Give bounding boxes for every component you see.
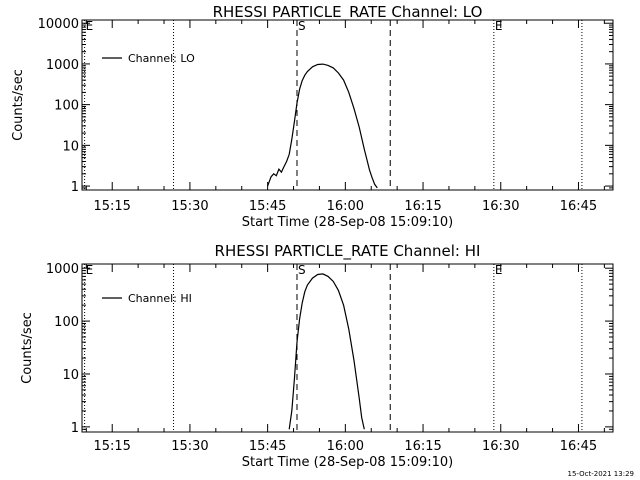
plot-frame [81,19,614,191]
x-tick-label: 15:30 [171,199,208,214]
marker-label: E [86,19,94,33]
series-line [267,63,378,189]
marker-label: E [86,263,94,277]
y-tick-label: 1 [71,421,79,436]
y-tick-label: 1000 [46,58,79,73]
y-tick-label: 100 [54,315,79,330]
legend-label: Channel: LO [128,52,195,65]
marker-label: E [495,263,503,277]
x-tick-label: 16:30 [482,199,519,214]
y-tick-label: 100 [54,99,79,114]
chart-title: RHESSI PARTICLE_RATE Channel: LO [213,3,483,22]
y-axis-label: Counts/sec [11,69,26,141]
y-tick-label: 1 [71,180,79,195]
chart-title: RHESSI PARTICLE_RATE Channel: HI [215,242,481,261]
plot-frame [81,263,614,433]
timestamp-label: 15-Oct-2021 13:29 [567,470,634,478]
x-tick-label: 16:15 [404,439,441,454]
x-tick-label: 16:00 [327,439,364,454]
marker-label: E [495,19,503,33]
x-tick-label: 16:45 [560,199,597,214]
x-tick-label: 15:45 [249,439,286,454]
chart-panel-1: RHESSI PARTICLE_RATE Channel: LO 15:15 15:… [11,3,614,230]
x-axis-label: Start Time (28-Sep-08 15:09:10) [242,215,453,230]
x-tick-label: 16:45 [560,439,597,454]
x-tick-label: 15:30 [171,439,208,454]
x-tick-label: 15:15 [93,199,130,214]
x-tick-label: 16:15 [404,199,441,214]
chart-panel-2: RHESSI PARTICLE_RATE Channel: HI 15:15 15:… [20,242,614,470]
y-axis-label: Counts/sec [20,312,35,384]
marker-label: S [298,263,306,277]
marker-label: S [298,19,306,33]
x-tick-label: 16:00 [327,199,364,214]
series-line [288,273,365,430]
y-tick-label: 10 [62,368,79,383]
y-tick-label: 10000 [38,17,79,32]
y-tick-label: 10 [62,139,79,154]
y-tick-label: 1000 [46,262,79,277]
legend-label: Channel: HI [128,292,192,305]
x-tick-label: 16:30 [482,439,519,454]
x-tick-label: 15:45 [249,199,286,214]
x-tick-label: 15:15 [93,439,130,454]
x-axis-label: Start Time (28-Sep-08 15:09:10) [242,455,453,470]
